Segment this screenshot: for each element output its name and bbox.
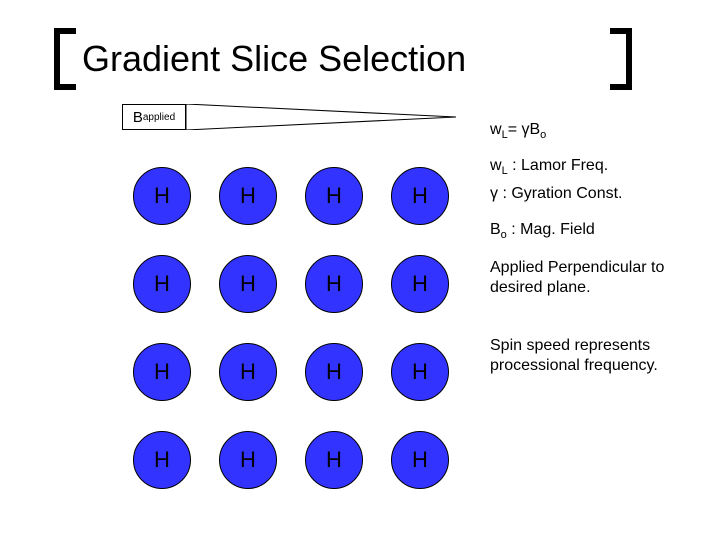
- wl-line: wL : Lamor Freq.: [490, 156, 700, 179]
- hydrogen-atom-icon: H: [391, 343, 449, 401]
- bo-line: Bo : Mag. Field: [490, 220, 700, 243]
- atom-cell: H: [122, 240, 202, 328]
- atom-cell: H: [380, 152, 460, 240]
- eq-w: w: [490, 121, 502, 138]
- eq-mid: = γB: [508, 121, 540, 138]
- eq-o: o: [540, 129, 546, 141]
- atom-cell: H: [122, 416, 202, 504]
- hydrogen-atom-icon: H: [391, 431, 449, 489]
- atom-cell: H: [380, 328, 460, 416]
- hydrogen-atom-icon: H: [305, 167, 363, 225]
- wl-rest: : Lamor Freq.: [508, 157, 608, 174]
- applied-line: Applied Perpendicular to desired plane.: [490, 258, 700, 298]
- atom-cell: H: [294, 240, 374, 328]
- b-applied-B: B: [133, 109, 143, 126]
- b-applied-label: Bapplied: [122, 104, 186, 130]
- hydrogen-atom-icon: H: [219, 167, 277, 225]
- hydrogen-atom-icon: H: [133, 343, 191, 401]
- b-applied-sub: applied: [143, 112, 175, 123]
- atom-grid: HHHHHHHHHHHHHHHH: [122, 152, 460, 504]
- hydrogen-atom-icon: H: [133, 255, 191, 313]
- bo-rest: : Mag. Field: [507, 221, 595, 238]
- hydrogen-atom-icon: H: [305, 255, 363, 313]
- hydrogen-atom-icon: H: [305, 431, 363, 489]
- atom-cell: H: [294, 152, 374, 240]
- bracket-right-wrap: [610, 28, 632, 95]
- atom-cell: H: [122, 328, 202, 416]
- hydrogen-atom-icon: H: [133, 167, 191, 225]
- hydrogen-atom-icon: H: [391, 167, 449, 225]
- page-title: Gradient Slice Selection: [82, 38, 466, 80]
- atom-cell: H: [380, 240, 460, 328]
- atom-cell: H: [208, 152, 288, 240]
- atom-cell: H: [208, 416, 288, 504]
- hydrogen-atom-icon: H: [305, 343, 363, 401]
- eq-line: wL= γBo: [490, 120, 700, 143]
- title-row: Gradient Slice Selection: [54, 28, 466, 90]
- spin-line: Spin speed represents processional frequ…: [490, 336, 700, 376]
- hydrogen-atom-icon: H: [219, 431, 277, 489]
- wl-w: w: [490, 157, 502, 174]
- hydrogen-atom-icon: H: [133, 431, 191, 489]
- hydrogen-atom-icon: H: [219, 255, 277, 313]
- atom-cell: H: [208, 328, 288, 416]
- gamma-line: γ : Gyration Const.: [490, 184, 700, 204]
- atom-cell: H: [294, 328, 374, 416]
- hydrogen-atom-icon: H: [219, 343, 277, 401]
- atom-cell: H: [122, 152, 202, 240]
- atom-cell: H: [294, 416, 374, 504]
- atom-cell: H: [380, 416, 460, 504]
- atom-cell: H: [208, 240, 288, 328]
- bo-B: B: [490, 221, 501, 238]
- bracket-right-icon: [610, 28, 632, 90]
- bracket-left-icon: [54, 28, 76, 90]
- hydrogen-atom-icon: H: [391, 255, 449, 313]
